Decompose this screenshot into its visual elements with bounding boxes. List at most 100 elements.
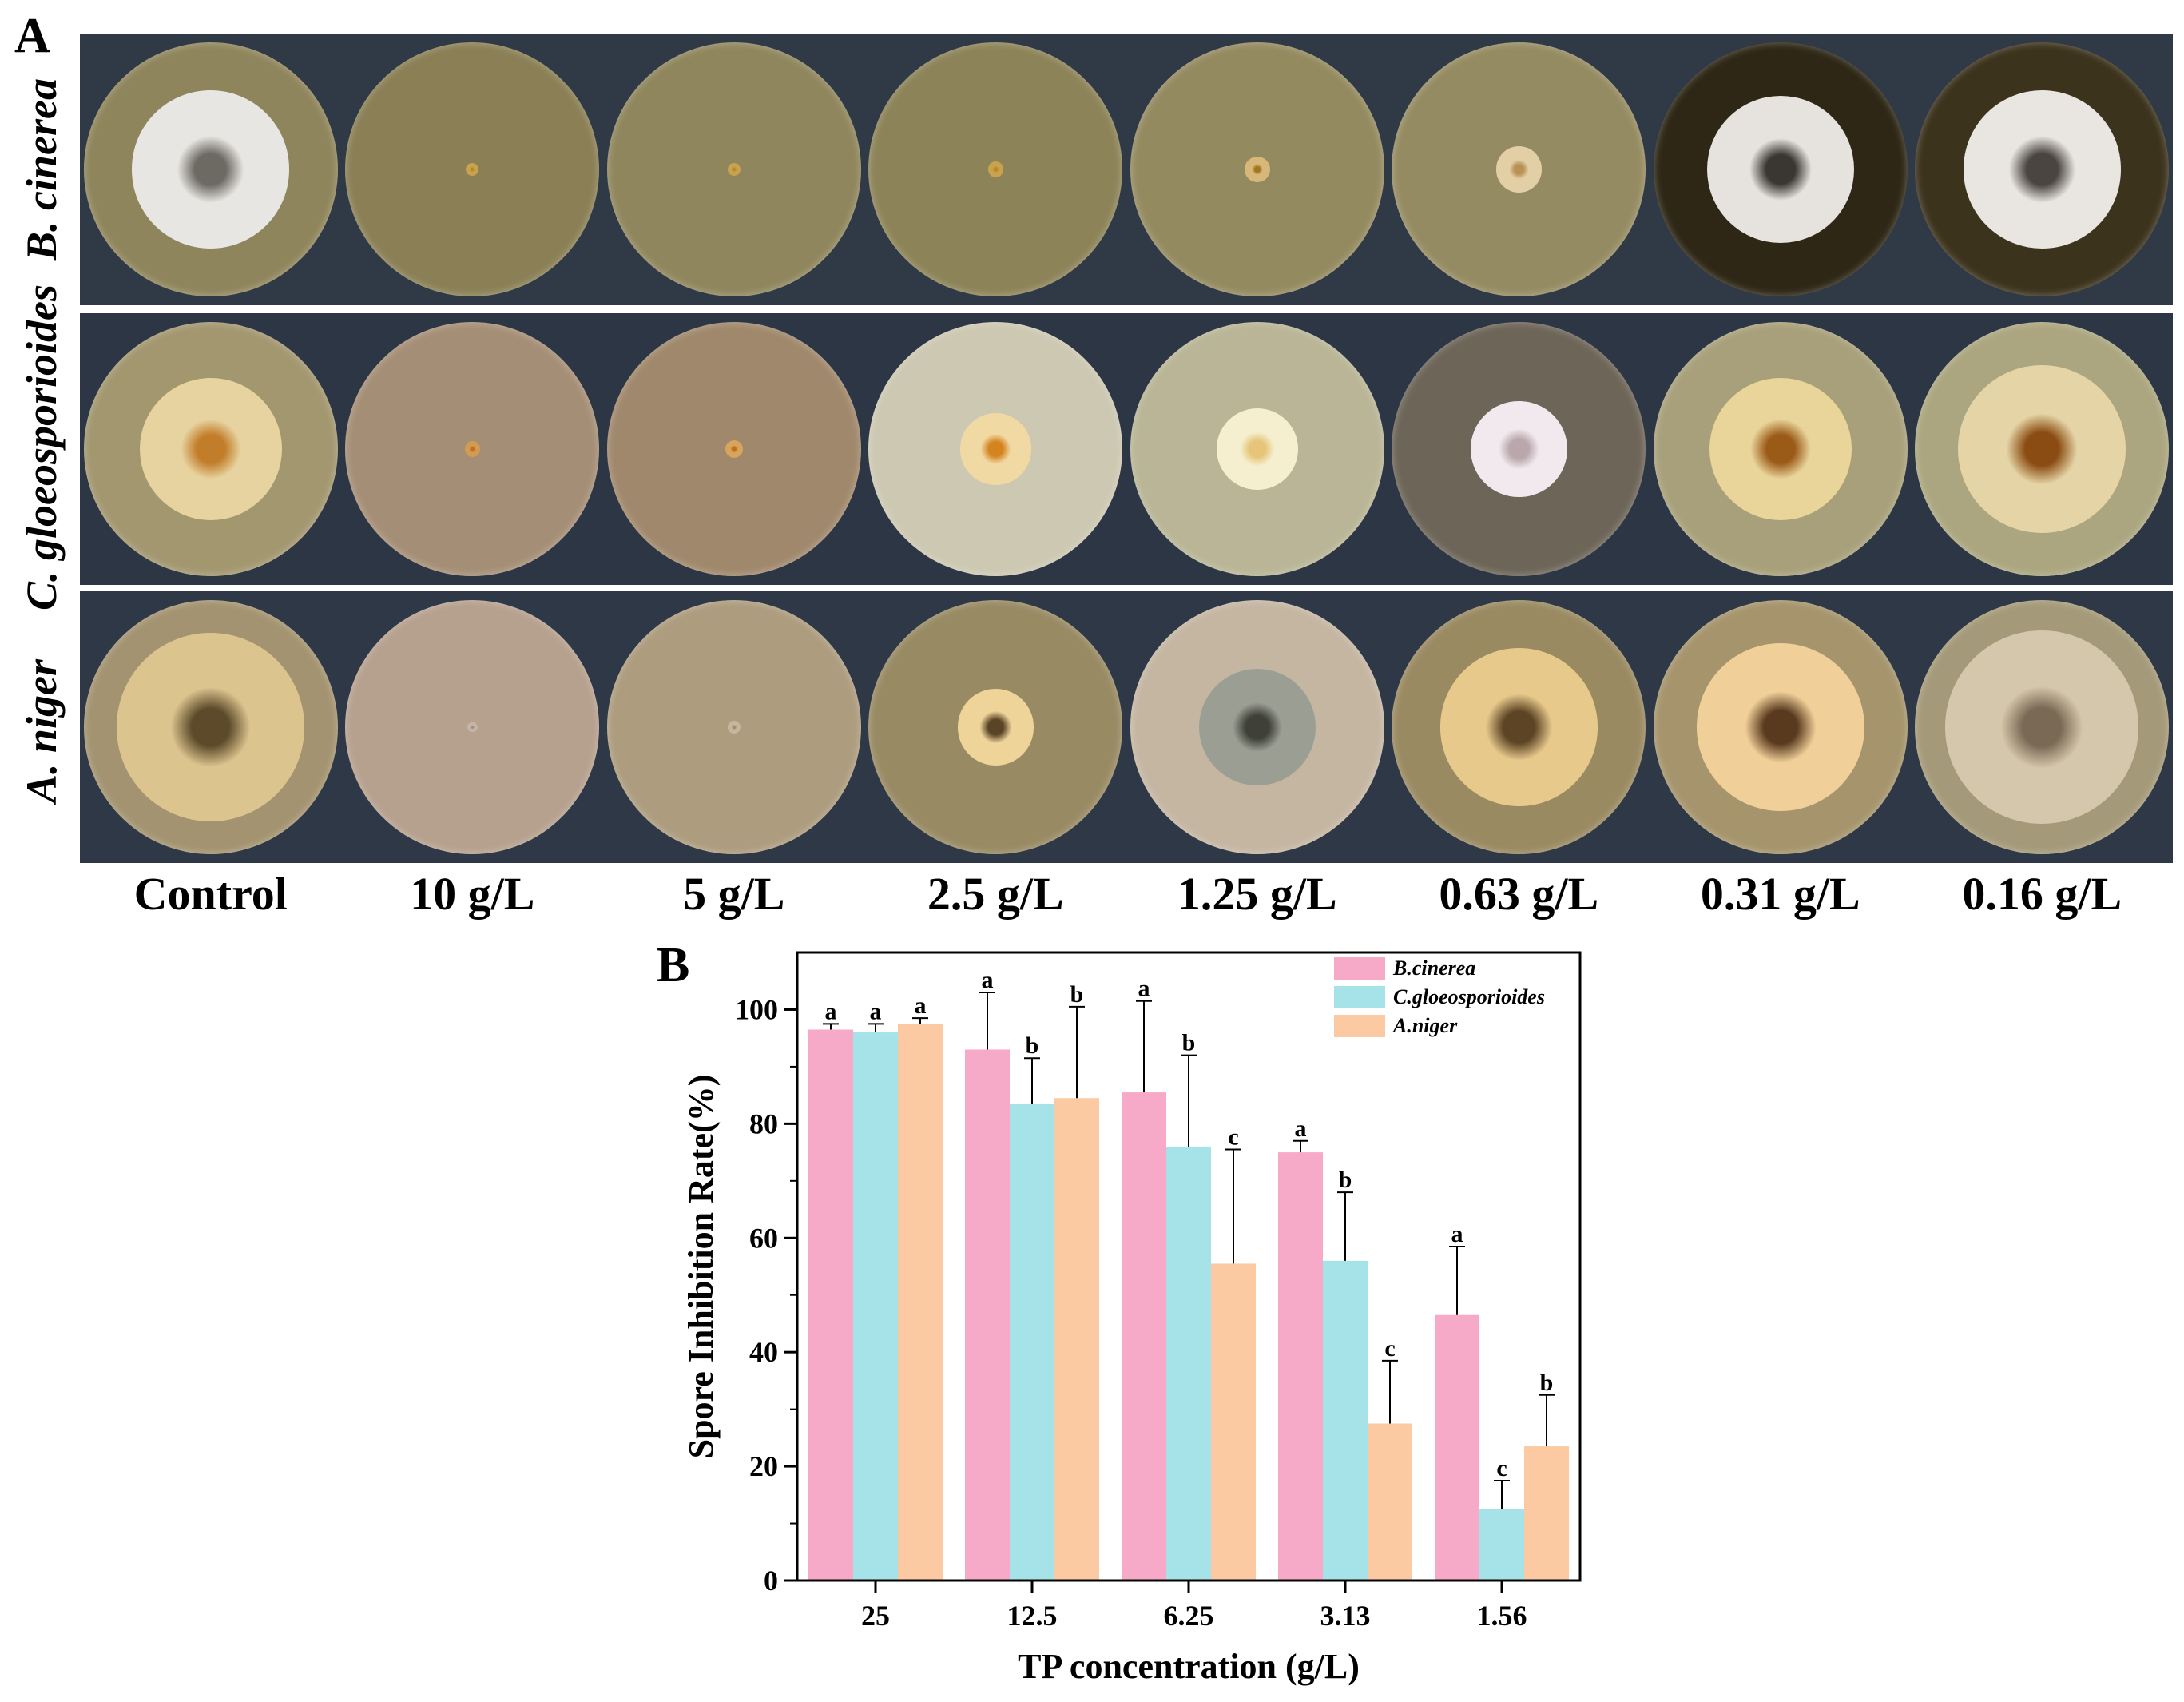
legend: B.cinerea C.gloeosporioides A.niger: [1334, 956, 1545, 1037]
plate-cell: [1912, 313, 2174, 585]
x-tick-label: 3.13: [1320, 1600, 1371, 1632]
bar: [1435, 1314, 1479, 1581]
petri-dish: [1915, 322, 2170, 576]
fungal-colony: [727, 163, 741, 176]
y-tick-label: 100: [735, 993, 778, 1025]
fungal-colony: [464, 441, 480, 457]
bar: [1166, 1146, 1211, 1581]
legend-swatch: [1334, 1015, 1385, 1037]
significance-letter: b: [1026, 1032, 1039, 1059]
plate-cell: [342, 591, 604, 863]
fungal-colony: [957, 689, 1034, 766]
bar: [853, 1032, 898, 1581]
fungal-colony: [1963, 90, 2121, 249]
plate-row-2: [80, 313, 2173, 585]
legend-entry: B.cinerea: [1392, 956, 1475, 980]
fungal-colony: [1958, 365, 2126, 533]
bar: [1323, 1260, 1368, 1581]
x-tick-label: 1.56: [1477, 1600, 1527, 1632]
plate-row-1: [80, 34, 2173, 305]
significance-letter: a: [1451, 1221, 1463, 1247]
panel-b-letter: B: [657, 938, 689, 992]
plate-cell: [865, 591, 1127, 863]
petri-dish: [345, 322, 600, 576]
plate-cell: [1388, 34, 1650, 305]
bar: [1054, 1098, 1099, 1581]
plate-cell: [80, 313, 342, 585]
fungal-colony: [1198, 668, 1316, 786]
bar: [1278, 1152, 1323, 1581]
y-tick-label: 20: [749, 1450, 778, 1482]
petri-dish: [1653, 42, 1908, 296]
fungal-colony: [1244, 157, 1270, 182]
plate-cell: [80, 591, 342, 863]
plate-row-3: [80, 591, 2173, 863]
plate-cell: [342, 313, 604, 585]
panel-a: A B. cinerea C. gloeosporioides A. niger…: [14, 9, 2173, 920]
y-axis-label: Spore Inhibition Rate(%): [681, 1075, 721, 1459]
concentration-label: 0.31 g/L: [1700, 868, 1860, 920]
petri-dish: [83, 322, 338, 576]
concentration-label: 2.5 g/L: [927, 868, 1064, 920]
petri-dish: [1392, 600, 1646, 854]
plate-cell: [1126, 591, 1388, 863]
petri-dish: [606, 322, 861, 576]
plate-cell: [1650, 591, 1912, 863]
bar: [808, 1029, 853, 1581]
petri-dish: [1130, 42, 1384, 296]
y-tick-label: 60: [749, 1222, 778, 1254]
significance-letter: b: [1182, 1030, 1196, 1056]
petri-dish: [83, 42, 338, 296]
legend-entry: C.gloeosporioides: [1393, 985, 1545, 1008]
legend-entry: A.niger: [1392, 1014, 1458, 1037]
fungal-colony: [132, 90, 290, 249]
plate-cell: [865, 34, 1127, 305]
fungal-colony: [1495, 146, 1542, 193]
panel-a-letter: A: [14, 9, 50, 63]
petri-dish: [868, 322, 1123, 576]
plate-cell: [1388, 313, 1650, 585]
petri-dish: [868, 600, 1123, 854]
plate-cell: [603, 591, 865, 863]
concentration-label: 0.16 g/L: [1962, 868, 2122, 920]
petri-dish: [345, 600, 600, 854]
petri-dish: [1392, 42, 1646, 296]
x-tick-label: 6.25: [1164, 1600, 1214, 1632]
legend-swatch: [1334, 957, 1385, 980]
petri-dish: [1653, 322, 1908, 576]
row-label-b-cinerea: B. cinerea: [18, 78, 66, 260]
plate-cell: [1650, 34, 1912, 305]
plate-cell: [1126, 34, 1388, 305]
bar-chart-svg: Ba a a a a a b b b c a b c c b 0 20 40 60 80 100 25 12.5 6.25 3.…: [657, 938, 1582, 1686]
plate-cell: [603, 34, 865, 305]
significance-letter: a: [982, 967, 994, 993]
petri-dish: [1915, 42, 2170, 296]
bar: [1368, 1423, 1412, 1581]
fungal-colony: [725, 439, 743, 459]
concentration-label: Control: [133, 868, 288, 920]
significance-letter: c: [1228, 1124, 1238, 1151]
significance-letter: a: [1138, 976, 1150, 1002]
fungal-colony: [1709, 377, 1852, 521]
petri-dish: [1130, 600, 1384, 854]
legend-swatch: [1334, 986, 1385, 1008]
x-tick-label: 25: [861, 1600, 890, 1632]
significance-letter: b: [1339, 1167, 1352, 1193]
fungal-colony: [117, 633, 305, 821]
significance-letter: a: [825, 998, 837, 1024]
petri-dish: [1392, 322, 1646, 576]
plate-cell: [1912, 34, 2174, 305]
plate-cell: [1650, 313, 1912, 585]
y-tick-label: 0: [764, 1565, 778, 1597]
series-3: a b c c b: [898, 981, 1569, 1581]
plate-cell: [1126, 313, 1388, 585]
series-2: a b b b c: [853, 998, 1524, 1581]
fungal-colony: [1439, 648, 1598, 806]
x-axis-label: TP concentration (g/L): [1018, 1647, 1360, 1686]
bar: [1479, 1509, 1524, 1581]
concentration-label: 0.63 g/L: [1439, 868, 1599, 920]
series-1: a a a a a: [808, 967, 1479, 1581]
fungal-colony: [467, 722, 478, 733]
concentration-label: 5 g/L: [683, 868, 785, 920]
